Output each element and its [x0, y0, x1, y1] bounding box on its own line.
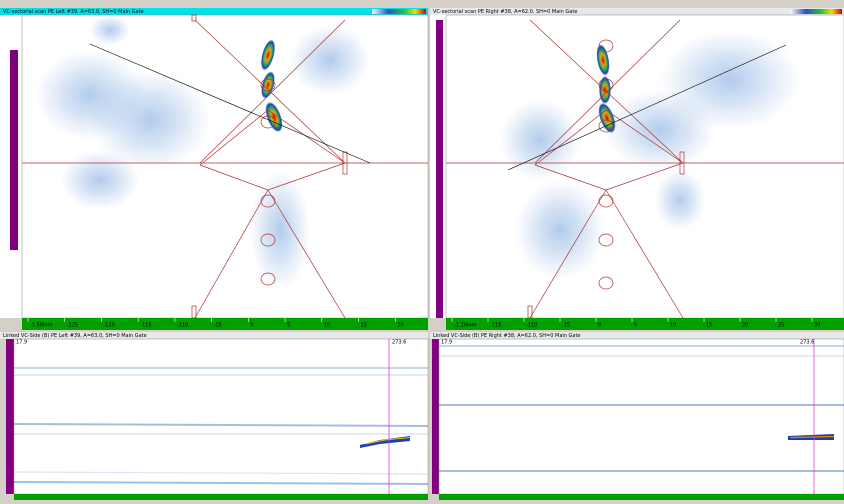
- start-label: 17.9: [441, 340, 452, 346]
- ruler-label: -110: [177, 323, 188, 329]
- ruler-label: -125: [67, 323, 78, 329]
- ruler-label: 25: [778, 323, 784, 329]
- panel-title: Linked VC-Side (B) PE Left #39, A=63.0, …: [3, 333, 147, 339]
- ruler-label: -15: [562, 323, 570, 329]
- ruler-label: -115: [490, 323, 501, 329]
- panel-sectorial-left: VC-sectorial scan PE Left #39, A=63.0, S…: [0, 8, 429, 330]
- ruler-label: -120: [103, 323, 114, 329]
- ruler-label: -1.50mm: [30, 323, 53, 329]
- ruler-label: 0: [598, 323, 601, 329]
- panel-title: Linked VC-Side (B) PE Right #38, A=62.0,…: [433, 333, 581, 339]
- cursor-label: 273.6: [800, 340, 814, 346]
- ruler-label: 10: [324, 323, 330, 329]
- ruler-label: 5: [287, 323, 290, 329]
- ruler-label: 0: [250, 323, 253, 329]
- ruler-label: -1.20mm: [454, 323, 477, 329]
- ruler-label: -115: [140, 323, 151, 329]
- ruler-right: -1.20mm -115 -110 -15 0 5 10 15 20 25 30: [451, 318, 820, 329]
- ruler-label: 15: [706, 323, 712, 329]
- panel-bscan-right: Linked VC-Side (B) PE Right #38, A=62.0,…: [430, 332, 844, 500]
- cursor-label: 273.6: [392, 340, 406, 346]
- ruler-label: -15: [214, 323, 222, 329]
- ruler-label: 30: [814, 323, 820, 329]
- panel-title: VC-sectorial scan PE Left #39, A=63.0, S…: [3, 9, 144, 15]
- ruler-label: 20: [397, 323, 403, 329]
- panel-bscan-left: Linked VC-Side (B) PE Left #39, A=63.0, …: [0, 332, 429, 500]
- ruler-label: 20: [742, 323, 748, 329]
- ruler-label: 5: [634, 323, 637, 329]
- ruler-label: -110: [526, 323, 537, 329]
- ruler-left: -1.50mm -125 -120 -115 -110 -15 0 5 10 15 20: [27, 318, 404, 329]
- ruler-label: 15: [361, 323, 367, 329]
- start-label: 17.9: [16, 340, 27, 346]
- panel-sectorial-right: VC-sectorial scan PE Right #38, A=62.0, …: [430, 8, 844, 330]
- ruler-label: 10: [670, 323, 676, 329]
- panel-title: VC-sectorial scan PE Right #38, A=62.0, …: [433, 9, 577, 15]
